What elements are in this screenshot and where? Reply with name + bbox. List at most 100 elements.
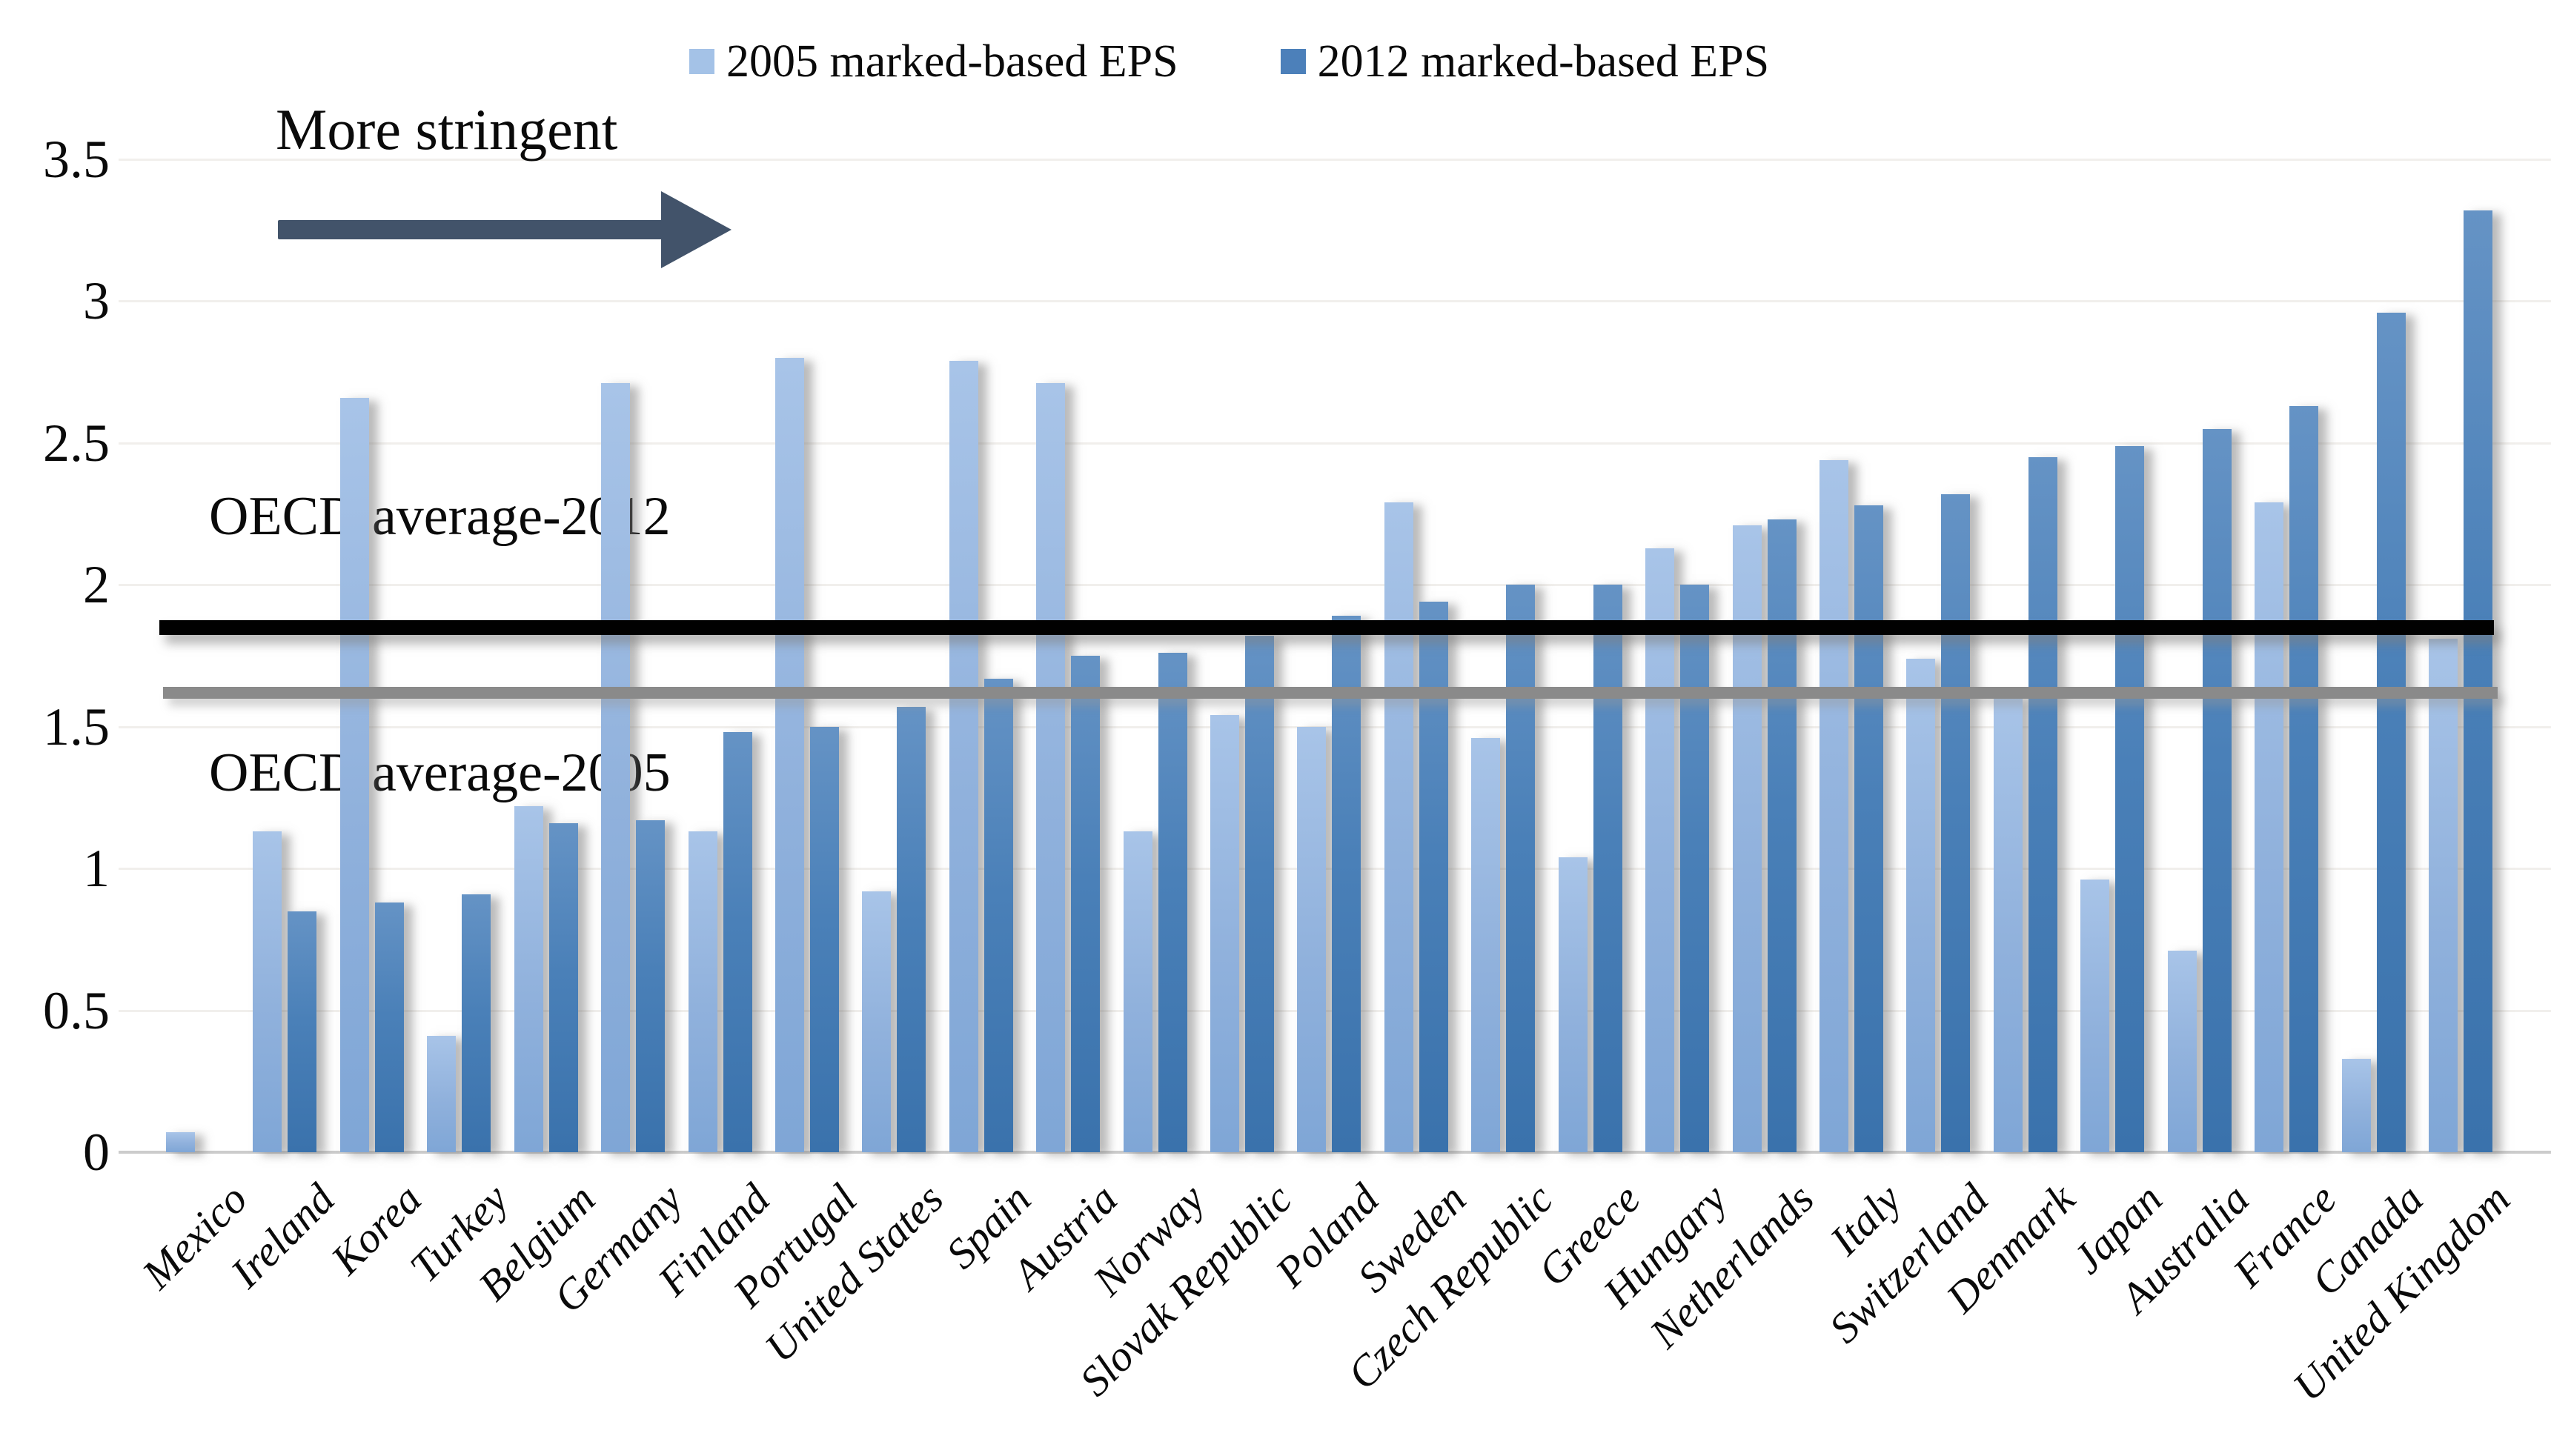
bar-sweden-2012 (1419, 602, 1448, 1152)
more-stringent-label: More stringent (276, 97, 618, 162)
bar-group-united-states (862, 159, 926, 1152)
bar-norway-2012 (1158, 653, 1187, 1152)
bar-group-greece (1558, 159, 1622, 1152)
bar-belgium-2012 (548, 823, 578, 1152)
bar-hungary-2005 (1645, 548, 1675, 1152)
bar-switzerland-2012 (1941, 494, 1971, 1152)
gridline-3 (119, 300, 2551, 303)
bar-group-poland (1297, 159, 1361, 1152)
bar-hungary-2012 (1680, 585, 1710, 1152)
y-tick-1.5: 1.5 (43, 697, 110, 757)
bar-group-turkey (427, 159, 491, 1152)
bar-sweden-2005 (1384, 502, 1413, 1152)
bar-group-japan (2080, 159, 2145, 1152)
bar-united-states-2012 (897, 707, 926, 1152)
bar-group-netherlands (1732, 159, 1797, 1152)
bar-group-sweden (1384, 159, 1448, 1152)
y-tick-3: 3 (83, 271, 110, 331)
bar-finland-2012 (723, 732, 752, 1152)
bar-czech-republic-2012 (1506, 585, 1536, 1152)
y-tick-2: 2 (83, 555, 110, 615)
bar-group-korea (339, 159, 404, 1152)
bar-ireland-2012 (288, 911, 317, 1152)
bar-mexico-2005 (166, 1132, 195, 1152)
bar-belgium-2005 (514, 806, 543, 1152)
bar-italy-2005 (1819, 460, 1849, 1152)
bar-group-united-kingdom (2428, 159, 2492, 1152)
bar-spain-2012 (983, 679, 1013, 1152)
gridline-2.5 (119, 442, 2551, 445)
legend-label-2005: 2005 marked-based EPS (726, 36, 1178, 87)
bar-poland-2012 (1332, 616, 1361, 1152)
bar-group-portugal (774, 159, 839, 1152)
bar-united-kingdom-2012 (2463, 210, 2492, 1152)
y-tick-3.5: 3.5 (43, 130, 110, 189)
bar-denmark-2012 (2028, 457, 2057, 1152)
y-tick-1: 1 (83, 839, 110, 899)
bar-japan-2012 (2115, 446, 2145, 1152)
bar-austria-2012 (1071, 656, 1101, 1152)
bar-group-austria (1036, 159, 1101, 1152)
bar-group-norway (1123, 159, 1187, 1152)
legend-item-2012: 2012 marked-based EPS (1280, 39, 1769, 84)
bar-group-finland (688, 159, 752, 1152)
bar-italy-2012 (1854, 505, 1884, 1152)
bar-korea-2005 (339, 398, 369, 1152)
bar-turkey-2012 (462, 894, 491, 1152)
bar-group-denmark (1993, 159, 2057, 1152)
bar-group-canada (2341, 159, 2406, 1152)
bar-portugal-2005 (774, 358, 804, 1152)
bar-group-italy (1819, 159, 1884, 1152)
plot-area (166, 159, 2492, 1152)
bar-united-kingdom-2005 (2428, 639, 2458, 1152)
bar-netherlands-2012 (1767, 519, 1797, 1152)
bar-poland-2005 (1297, 727, 1327, 1152)
more-stringent-arrow-head-icon (661, 191, 732, 268)
bar-austria-2005 (1036, 383, 1066, 1152)
bar-group-france (2255, 159, 2319, 1152)
gridline-2 (119, 584, 2551, 587)
bar-greece-2012 (1593, 585, 1622, 1152)
gridline-3.5 (119, 159, 2551, 161)
bar-group-spain (949, 159, 1013, 1152)
bar-ireland-2005 (253, 831, 282, 1152)
bar-group-czech-republic (1471, 159, 1536, 1152)
bar-group-hungary (1645, 159, 1710, 1152)
oecd-average-2005-line (163, 686, 2498, 699)
bar-spain-2005 (949, 361, 978, 1152)
bar-switzerland-2005 (1906, 659, 1936, 1152)
y-tick-0: 0 (83, 1123, 110, 1182)
oecd-average-2005-label: OECD average-2005 (209, 742, 671, 803)
y-tick-0.5: 0.5 (43, 980, 110, 1040)
bar-australia-2005 (2167, 951, 2197, 1152)
bar-group-mexico (166, 159, 230, 1152)
oecd-average-2012-line (159, 619, 2494, 635)
bar-group-ireland (253, 159, 317, 1152)
bar-japan-2005 (2080, 880, 2110, 1152)
bar-korea-2012 (374, 902, 404, 1152)
legend-item-2005: 2005 marked-based EPS (689, 39, 1178, 84)
bar-france-2005 (2255, 502, 2284, 1152)
bar-czech-republic-2005 (1471, 738, 1501, 1152)
legend-swatch-2012-icon (1280, 49, 1306, 74)
more-stringent-arrow-shaft (278, 220, 665, 239)
bar-australia-2012 (2202, 429, 2232, 1152)
y-tick-2.5: 2.5 (43, 413, 110, 473)
bar-france-2012 (2289, 406, 2319, 1152)
bar-germany-2012 (636, 820, 666, 1152)
gridline-0 (119, 1151, 2551, 1154)
bar-united-states-2005 (862, 891, 892, 1152)
bar-group-germany (601, 159, 666, 1152)
legend-swatch-2005-icon (689, 49, 714, 74)
bar-portugal-2012 (809, 727, 839, 1152)
bar-greece-2005 (1558, 857, 1588, 1152)
bar-group-australia (2167, 159, 2232, 1152)
bar-group-switzerland (1906, 159, 1971, 1152)
bar-canada-2012 (2376, 313, 2406, 1152)
oecd-average-2012-label: OECD average-2012 (209, 486, 671, 547)
bar-slovak-republic-2012 (1245, 636, 1275, 1152)
bar-denmark-2005 (1993, 698, 2023, 1152)
bar-turkey-2005 (427, 1036, 457, 1152)
legend: 2005 marked-based EPS 2012 marked-based … (689, 39, 1769, 84)
